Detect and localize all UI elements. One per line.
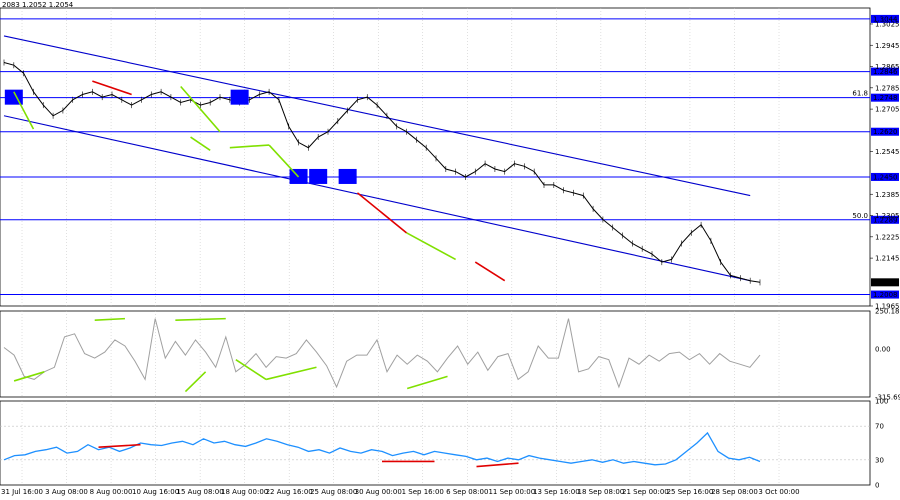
x-tick-label: 3 Aug 08:00 <box>45 488 88 496</box>
rsi-tick-label: 0 <box>875 482 879 490</box>
price-divergence-line <box>180 85 221 133</box>
level-label: 1.3044 <box>873 15 898 23</box>
rsi-tick-label: 30 <box>875 456 884 464</box>
x-tick-label: 18 Sep 08:00 <box>578 488 625 496</box>
level-label: 1.2620 <box>873 128 898 136</box>
level-label: 1.2008 <box>873 291 898 299</box>
cci-tick-label: 0.00 <box>875 346 891 354</box>
x-tick-label: 25 Sep 16:00 <box>667 488 714 496</box>
rsi-line <box>3 431 761 466</box>
cci-divergence-line <box>94 317 126 321</box>
level-label-bg <box>871 67 899 76</box>
x-tick-label: 6 Sep 08:00 <box>446 488 488 496</box>
x-tick-label: 31 Jul 16:00 <box>1 488 43 496</box>
rsi-tick-label: 100 <box>875 398 888 406</box>
y-tick-label: 1.2385 <box>875 191 900 199</box>
channel-line <box>3 35 751 197</box>
y-tick-label: 1.2785 <box>875 84 900 92</box>
cci-divergence-line <box>265 366 317 381</box>
price-divergence-line <box>13 91 35 130</box>
level-label: 1.2450 <box>873 173 898 181</box>
x-tick-label: 1 Sep 16:00 <box>402 488 444 496</box>
rsi-tick-label: 70 <box>875 423 884 431</box>
level-label-bg <box>871 172 899 181</box>
x-tick-label: 8 Aug 00:00 <box>90 488 133 496</box>
price-divergence-line <box>406 232 457 261</box>
y-tick-label: 1.1965 <box>875 303 900 311</box>
divergence-lines <box>13 80 506 282</box>
x-tick-label: 25 Aug 08:00 <box>310 488 357 496</box>
cci-divergence-line <box>184 371 207 393</box>
channel-line <box>3 115 751 282</box>
x-tick-label: 11 Sep 00:00 <box>488 488 535 496</box>
price-channel <box>3 35 751 282</box>
y-tick-label: 1.2865 <box>875 63 900 71</box>
cci-series <box>3 317 761 393</box>
support-box <box>338 168 357 184</box>
rsi-divergence-line <box>98 443 141 448</box>
x-tick-label: 21 Sep 00:00 <box>622 488 669 496</box>
x-tick-label: 15 Aug 08:00 <box>177 488 224 496</box>
fibo-label: 50.0 <box>852 212 868 220</box>
current-price-label: 1.2054 <box>873 279 898 287</box>
y-tick-label: 1.2705 <box>875 106 900 114</box>
cci-divergence-line <box>406 375 448 390</box>
x-tick-label: 22 Aug 16:00 <box>266 488 313 496</box>
level-label-bg <box>871 14 899 23</box>
support-box <box>309 168 328 184</box>
level-label-bg <box>871 127 899 136</box>
level-label-bg <box>871 215 899 224</box>
level-label: 1.2846 <box>873 68 898 76</box>
x-tick-label: 28 Sep 08:00 <box>711 488 758 496</box>
level-label-bg <box>871 93 899 102</box>
y-tick-label: 1.2945 <box>875 42 900 50</box>
price-divergence-line <box>92 80 132 96</box>
axis-labels: 31 Jul 16:00 3 Aug 08:00 8 Aug 00:00 10 Aug… <box>1 20 900 496</box>
y-tick-label: 1.2145 <box>875 255 900 263</box>
level-label: 1.2748 <box>873 94 898 102</box>
grid-layer <box>21 8 780 485</box>
x-tick-label: 18 Aug 00:00 <box>221 488 268 496</box>
cci-line <box>3 318 761 389</box>
price-panel <box>0 7 871 307</box>
cci-divergence-line <box>175 317 226 321</box>
level-label: 1.2289 <box>873 216 898 224</box>
current-price-bg <box>871 278 899 287</box>
price-divergence-line <box>190 136 211 152</box>
cci-panel <box>0 310 871 398</box>
ohlc-header: 2083 1.2052 1.2054 <box>2 1 74 9</box>
rsi-panel <box>0 400 871 486</box>
fibo-label: 61.8 <box>852 90 868 98</box>
cci-divergence-line <box>13 371 45 382</box>
y-tick-label: 1.2305 <box>875 212 900 220</box>
support-box <box>230 89 249 105</box>
cci-divergence-line <box>235 358 267 381</box>
price-divergence-line <box>356 192 408 234</box>
x-tick-label: 30 Aug 00:00 <box>355 488 402 496</box>
cci-tick-label: -315.698 <box>875 394 900 402</box>
x-tick-label: 10 Aug 16:00 <box>132 488 179 496</box>
cci-tick-label: 250.1868 <box>875 308 900 316</box>
price-series <box>3 59 761 286</box>
rsi-series <box>0 425 870 468</box>
y-tick-label: 1.3025 <box>875 20 900 28</box>
y-tick-label: 1.2225 <box>875 233 900 241</box>
price-divergence-line <box>268 144 300 178</box>
x-tick-label: 3 Oct 00:00 <box>758 488 799 496</box>
price-divergence-line <box>229 144 270 149</box>
y-tick-label: 1.2545 <box>875 148 900 156</box>
x-tick-label: 13 Sep 16:00 <box>533 488 580 496</box>
price-divergence-line <box>474 261 506 282</box>
rsi-divergence-line <box>476 462 519 468</box>
level-label-bg <box>871 290 899 299</box>
price-line <box>3 62 761 283</box>
